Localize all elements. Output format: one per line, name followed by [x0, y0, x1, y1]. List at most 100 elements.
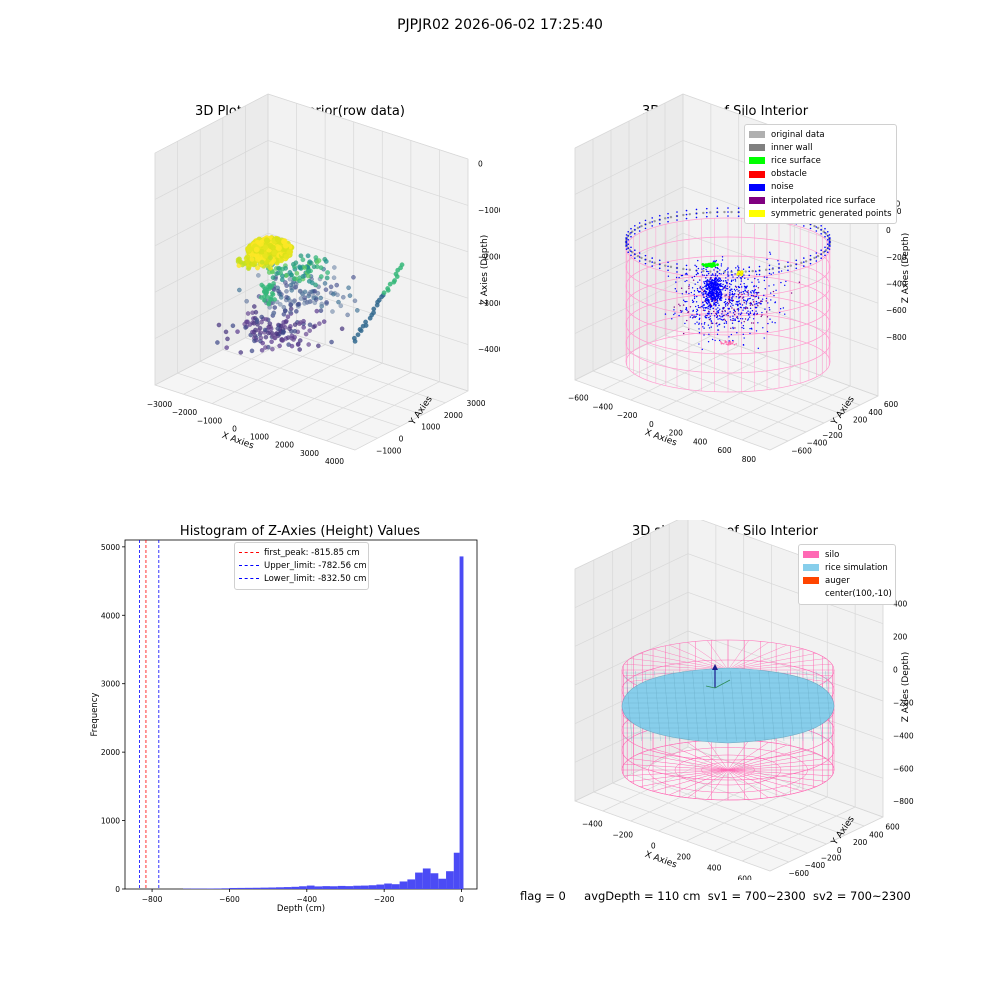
noise-point: [697, 267, 700, 270]
noise-point: [741, 318, 744, 320]
noise-point: [718, 339, 721, 342]
noise-point: [725, 294, 728, 296]
noise-point: [748, 297, 750, 300]
noise-point: [824, 227, 826, 230]
y-tick-label: 2000: [444, 411, 463, 420]
interpolated-point: [798, 281, 801, 283]
noise-point: [727, 207, 729, 209]
noise-point: [734, 273, 736, 275]
noise-point: [723, 322, 726, 325]
noise-point: [696, 308, 698, 311]
grid-line: [177, 372, 378, 439]
noise-point: [719, 318, 721, 320]
data-point: [284, 289, 289, 294]
noise-point: [820, 253, 822, 256]
noise-point: [696, 288, 699, 290]
noise-point: [676, 219, 678, 221]
noise-point: [736, 288, 738, 291]
noise-point: [756, 303, 758, 305]
sv2-text: sv2 = 700~2300: [812, 889, 911, 903]
interpolated-point: [721, 310, 723, 312]
data-point: [351, 275, 356, 280]
noise-point: [702, 294, 704, 296]
original-data-point: [709, 211, 712, 214]
noise-point: [726, 282, 728, 285]
noise-point: [715, 259, 717, 262]
data-point: [252, 304, 257, 309]
noise-point: [712, 299, 714, 301]
noise-point: [667, 275, 670, 277]
grid-line: [154, 140, 269, 200]
silo-point: [729, 342, 732, 344]
data-point: [393, 271, 399, 277]
noise-point: [658, 259, 661, 262]
noise-point: [719, 280, 721, 283]
panel1-3d-raw-scatter: −3000−2000−100001000200030004000−1000010…: [147, 93, 500, 466]
interpolated-point: [746, 291, 749, 294]
noise-point: [700, 323, 703, 325]
grid-line: [612, 782, 808, 854]
y-tick-label: −1000: [376, 446, 402, 455]
data-point: [275, 236, 281, 243]
z-tick-label: −2000: [478, 252, 500, 261]
noise-point: [742, 268, 745, 270]
interpolated-point: [728, 300, 731, 302]
noise-point: [739, 303, 741, 305]
noise-point: [696, 321, 698, 323]
data-point: [259, 314, 264, 320]
noise-point: [828, 242, 831, 244]
data-point: [270, 290, 275, 296]
noise-point: [658, 218, 661, 221]
noise-point: [762, 327, 764, 329]
noise-point: [750, 294, 753, 297]
noise-point: [715, 313, 718, 316]
noise-point: [738, 292, 741, 294]
legend-line-swatch: [239, 552, 259, 554]
grid-line: [326, 381, 440, 442]
noise-point: [784, 284, 786, 287]
noise-point: [750, 327, 753, 330]
noise-point: [714, 281, 716, 284]
noise-point: [720, 299, 723, 301]
grid-line: [650, 764, 846, 836]
noise-point: [627, 238, 630, 241]
noise-point: [719, 285, 722, 288]
symmetric-point: [740, 270, 744, 274]
z-tick-label: −4000: [478, 345, 500, 354]
noise-point: [774, 322, 776, 324]
histogram-bar: [391, 884, 400, 889]
noise-point: [706, 279, 708, 282]
legend-item: Lower_limit: -832.50 cm: [239, 572, 366, 585]
noise-point: [698, 328, 700, 330]
noise-point: [826, 247, 829, 250]
noise-point: [735, 303, 737, 305]
silo-point: [720, 342, 723, 345]
noise-point: [625, 242, 628, 244]
noise-point: [644, 262, 647, 265]
noise-point: [737, 269, 739, 271]
interpolated-point: [708, 318, 711, 321]
noise-point: [658, 263, 661, 266]
noise-point: [732, 317, 734, 320]
silo-spoke: [669, 644, 729, 671]
silo-spoke: [727, 658, 826, 671]
data-point: [251, 321, 257, 326]
original-data-point: [648, 260, 652, 263]
noise-point: [734, 319, 737, 322]
data-point: [321, 319, 327, 324]
noise-point: [720, 296, 723, 299]
noise-point: [627, 243, 630, 246]
noise-point: [625, 245, 627, 247]
noise-point: [727, 279, 729, 281]
interpolated-point: [741, 293, 743, 296]
data-point: [286, 249, 293, 256]
noise-point: [760, 303, 762, 305]
noise-point: [745, 303, 747, 305]
data-point: [283, 253, 290, 260]
grid-line: [592, 370, 789, 442]
interpolated-point: [724, 319, 727, 322]
noise-point: [681, 310, 683, 312]
data-point: [300, 257, 306, 263]
data-point: [289, 272, 294, 278]
noise-point: [651, 225, 653, 227]
